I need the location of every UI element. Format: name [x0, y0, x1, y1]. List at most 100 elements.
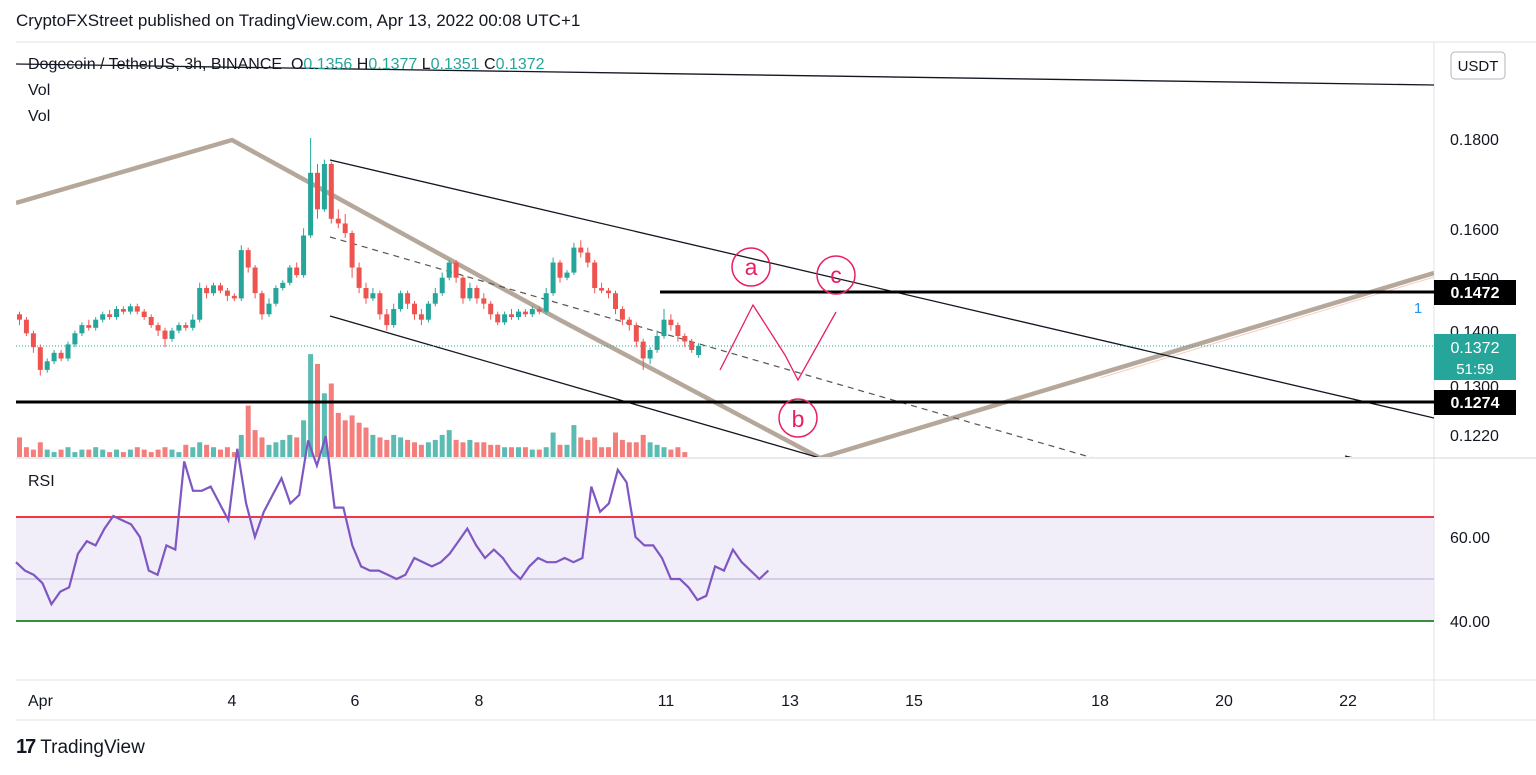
support-price-tag	[1434, 390, 1516, 415]
candle-body	[418, 314, 424, 320]
volume-bar	[114, 449, 119, 457]
volume-bar	[218, 449, 223, 457]
volume-bar	[640, 434, 646, 457]
candle-body	[252, 267, 258, 294]
tradingview-logo-icon: 17	[16, 736, 36, 758]
candle	[266, 298, 272, 317]
candle	[224, 288, 230, 301]
candle-body	[633, 325, 639, 342]
time-axis[interactable]: Apr 4 6 8 11 13 15 18 20 22	[28, 693, 1357, 710]
tradingview-brand: TradingView	[40, 736, 145, 758]
candle-body	[363, 288, 369, 299]
volume-bar	[446, 430, 452, 457]
candle	[412, 301, 417, 320]
volume-bar	[412, 442, 417, 457]
volume-bar	[453, 439, 459, 457]
candle-body	[509, 314, 514, 317]
volume-bar	[273, 442, 279, 457]
candle	[17, 311, 22, 326]
high-value: 0.1377	[368, 56, 418, 73]
candle-body	[384, 314, 390, 326]
last-price-label: 0.1372	[1451, 340, 1500, 357]
candle-body	[557, 262, 563, 278]
wave-c-label: c	[830, 262, 842, 288]
candle-body	[377, 293, 383, 315]
price-axis[interactable]: 0.1800 0.1600 0.1500 0.1400 0.1300 0.122…	[1414, 51, 1516, 631]
volume-bar	[550, 432, 556, 457]
volume-bar	[51, 452, 57, 457]
volume-bar	[418, 444, 424, 457]
candle	[231, 293, 237, 301]
candle	[211, 282, 216, 296]
candle-body	[564, 272, 570, 278]
candle-body	[294, 267, 300, 276]
moving-average-highlight	[1099, 276, 1434, 379]
candle	[439, 272, 445, 296]
symbol-legend[interactable]: Dogecoin / TetherUS, 3h, BINANCE O0.1356…	[28, 56, 545, 74]
candle	[79, 322, 85, 336]
tradingview-footer[interactable]: 17 TradingView	[16, 736, 145, 759]
candle	[467, 282, 473, 301]
volume-bar	[405, 439, 411, 457]
symbol-name: Dogecoin / TetherUS, 3h, BINANCE	[28, 56, 283, 73]
candle	[162, 327, 168, 348]
volume-bar	[363, 427, 369, 457]
candle	[252, 265, 258, 299]
candle	[349, 230, 355, 278]
rsi-legend[interactable]: RSI	[28, 473, 55, 490]
candle-body	[204, 288, 210, 294]
volume-bar	[86, 449, 92, 457]
candle-body	[141, 311, 147, 317]
candle	[488, 301, 494, 320]
candle-body	[432, 293, 438, 304]
time-tick: 20	[1215, 693, 1233, 710]
candle	[44, 358, 50, 373]
candle	[176, 322, 182, 334]
candle	[633, 322, 639, 348]
volume-bar	[148, 452, 154, 457]
wave-abc-path	[719, 303, 837, 382]
volume-bar	[259, 437, 265, 457]
candle	[23, 317, 29, 336]
candle	[134, 303, 140, 315]
volume-bar	[626, 442, 632, 457]
candle	[356, 262, 362, 294]
candle	[370, 288, 376, 301]
candle	[294, 262, 300, 278]
volume-bar	[557, 444, 563, 457]
volume-bar	[342, 420, 348, 457]
candle-body	[536, 309, 542, 312]
candle	[495, 311, 501, 326]
candle	[522, 309, 528, 317]
candle	[474, 285, 480, 304]
volume-legend-2[interactable]: Vol	[28, 108, 51, 125]
rsi-tick: 60.00	[1450, 530, 1490, 547]
rsi-pane	[15, 435, 1434, 622]
wave-c-circle	[816, 255, 856, 295]
candle	[453, 260, 459, 283]
volume-bar	[134, 447, 140, 457]
candle-body	[412, 303, 417, 315]
volume-bar	[176, 452, 182, 457]
time-tick: 4	[228, 693, 237, 710]
volume-bar	[425, 442, 431, 457]
candle	[418, 309, 424, 326]
candle	[384, 309, 390, 331]
candle	[675, 322, 681, 342]
time-tick: Apr	[28, 693, 54, 710]
volume-legend-1[interactable]: Vol	[28, 82, 51, 99]
resistance-price-tag	[1434, 280, 1516, 305]
volume-bar	[606, 447, 611, 457]
candle-body	[328, 164, 334, 219]
candle-body	[502, 314, 508, 323]
time-tick: 15	[905, 693, 923, 710]
candle-body	[120, 309, 126, 312]
volume-bar	[432, 439, 438, 457]
candle	[65, 341, 71, 362]
candle-body	[308, 172, 314, 236]
candle-body	[654, 336, 660, 350]
candle-body	[481, 298, 487, 304]
currency-button[interactable]	[1450, 51, 1506, 80]
channel-upper-line	[329, 159, 1434, 419]
